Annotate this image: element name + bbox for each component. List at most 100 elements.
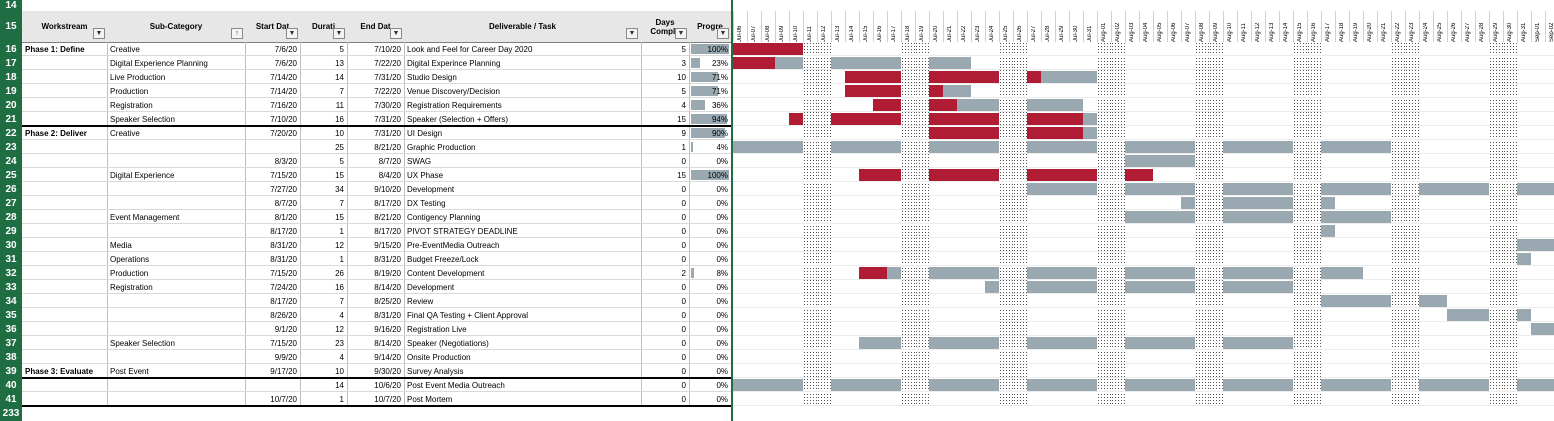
workstream-cell[interactable] xyxy=(22,70,107,84)
row-header[interactable]: 27 xyxy=(0,196,22,210)
days-complete-cell[interactable]: 1 xyxy=(681,142,686,152)
progress-cell[interactable]: 90% xyxy=(711,128,728,138)
progress-cell[interactable]: 71% xyxy=(711,72,728,82)
end-date-cell[interactable]: 7/22/20 xyxy=(374,86,401,96)
subcategory-cell[interactable]: Production xyxy=(110,86,149,96)
deliverable-cell[interactable]: Budget Freeze/Lock xyxy=(407,254,479,264)
subcategory-cell[interactable] xyxy=(107,378,245,392)
days-complete-cell[interactable]: 0 xyxy=(681,296,686,306)
col-header-workstream[interactable]: Workstream xyxy=(22,11,108,43)
days-complete-cell[interactable]: 0 xyxy=(681,240,686,250)
end-date-cell[interactable]: 9/15/20 xyxy=(374,240,401,250)
subcategory-cell[interactable]: Digital Experience Planning xyxy=(110,58,208,68)
start-date-cell[interactable]: 7/15/20 xyxy=(270,170,297,180)
progress-cell[interactable]: 0% xyxy=(716,338,728,348)
subcategory-cell[interactable]: Creative xyxy=(110,44,140,54)
days-complete-cell[interactable]: 0 xyxy=(681,338,686,348)
row-header[interactable]: 28 xyxy=(0,210,22,224)
duration-cell[interactable]: 14 xyxy=(335,380,344,390)
start-date-cell[interactable]: 7/20/20 xyxy=(270,128,297,138)
subcategory-cell[interactable]: Speaker Selection xyxy=(110,338,175,348)
duration-cell[interactable]: 7 xyxy=(339,296,344,306)
row-header[interactable]: 16 xyxy=(0,42,22,56)
col-header-subcategory[interactable]: Sub-Category xyxy=(107,11,246,43)
row-header[interactable]: 39 xyxy=(0,364,22,378)
start-date-cell[interactable]: 8/3/20 xyxy=(274,156,297,166)
days-complete-cell[interactable]: 0 xyxy=(681,198,686,208)
progress-cell[interactable]: 0% xyxy=(716,394,728,404)
workstream-cell[interactable] xyxy=(22,154,107,168)
progress-cell[interactable]: 23% xyxy=(711,58,728,68)
end-date-cell[interactable]: 7/31/20 xyxy=(374,128,401,138)
deliverable-cell[interactable]: Registration Requirements xyxy=(407,100,502,110)
deliverable-cell[interactable]: Graphic Production xyxy=(407,142,476,152)
progress-cell[interactable]: 0% xyxy=(716,198,728,208)
end-date-cell[interactable]: 9/14/20 xyxy=(374,352,401,362)
deliverable-cell[interactable]: Look and Feel for Career Day 2020 xyxy=(407,44,533,54)
workstream-cell[interactable] xyxy=(22,182,107,196)
days-complete-cell[interactable]: 0 xyxy=(681,380,686,390)
duration-cell[interactable]: 15 xyxy=(335,212,344,222)
duration-cell[interactable]: 15 xyxy=(335,170,344,180)
end-date-cell[interactable]: 7/31/20 xyxy=(374,72,401,82)
workstream-cell[interactable] xyxy=(22,210,107,224)
deliverable-cell[interactable]: Studio Design xyxy=(407,72,457,82)
end-date-cell[interactable]: 8/14/20 xyxy=(374,338,401,348)
progress-cell[interactable]: 0% xyxy=(716,254,728,264)
duration-cell[interactable]: 5 xyxy=(339,156,344,166)
duration-cell[interactable]: 16 xyxy=(335,282,344,292)
duration-cell[interactable]: 26 xyxy=(335,268,344,278)
duration-cell[interactable]: 25 xyxy=(335,142,344,152)
duration-cell[interactable]: 16 xyxy=(335,114,344,124)
days-complete-cell[interactable]: 0 xyxy=(681,366,686,376)
end-date-cell[interactable]: 8/25/20 xyxy=(374,296,401,306)
row-header[interactable]: 37 xyxy=(0,336,22,350)
workstream-cell[interactable] xyxy=(22,238,107,252)
subcategory-cell[interactable]: Live Production xyxy=(110,72,166,82)
filter-dropdown-icon[interactable]: ▼ xyxy=(390,28,402,39)
days-complete-cell[interactable]: 2 xyxy=(681,268,686,278)
deliverable-cell[interactable]: UX Phase xyxy=(407,170,444,180)
workstream-cell[interactable] xyxy=(22,308,107,322)
deliverable-cell[interactable]: Speaker (Selection + Offers) xyxy=(407,114,509,124)
deliverable-cell[interactable]: Content Development xyxy=(407,268,485,278)
subcategory-cell[interactable] xyxy=(107,392,245,406)
row-header[interactable]: 34 xyxy=(0,294,22,308)
end-date-cell[interactable]: 8/7/20 xyxy=(378,156,401,166)
row-header[interactable]: 18 xyxy=(0,70,22,84)
subcategory-cell[interactable] xyxy=(107,182,245,196)
progress-cell[interactable]: 0% xyxy=(716,296,728,306)
days-complete-cell[interactable]: 5 xyxy=(681,44,686,54)
workstream-cell[interactable] xyxy=(22,294,107,308)
sort-ascending-icon[interactable]: ↑ xyxy=(231,28,243,39)
days-complete-cell[interactable]: 15 xyxy=(677,170,686,180)
deliverable-cell[interactable]: Contigency Planning xyxy=(407,212,481,222)
row-header[interactable]: 40 xyxy=(0,378,22,392)
start-date-cell[interactable]: 9/9/20 xyxy=(274,352,297,362)
duration-cell[interactable]: 34 xyxy=(335,184,344,194)
duration-cell[interactable]: 11 xyxy=(335,100,344,110)
row-header[interactable]: 21 xyxy=(0,112,22,126)
progress-cell[interactable]: 94% xyxy=(711,114,728,124)
subcategory-cell[interactable]: Registration xyxy=(110,282,153,292)
subcategory-cell[interactable]: Creative xyxy=(110,128,140,138)
duration-cell[interactable]: 7 xyxy=(339,86,344,96)
start-date-cell[interactable]: 7/14/20 xyxy=(270,72,297,82)
end-date-cell[interactable]: 8/4/20 xyxy=(378,170,401,180)
row-header-233[interactable]: 233 xyxy=(0,405,22,421)
workstream-cell[interactable] xyxy=(22,252,107,266)
row-header[interactable]: 38 xyxy=(0,350,22,364)
start-date-cell[interactable]: 8/1/20 xyxy=(274,212,297,222)
row-header[interactable]: 33 xyxy=(0,280,22,294)
progress-cell[interactable]: 36% xyxy=(711,100,728,110)
duration-cell[interactable]: 12 xyxy=(335,324,344,334)
days-complete-cell[interactable]: 0 xyxy=(681,352,686,362)
progress-cell[interactable]: 0% xyxy=(716,352,728,362)
workstream-cell[interactable]: Phase 2: Deliver xyxy=(25,128,87,138)
progress-cell[interactable]: 0% xyxy=(716,310,728,320)
start-date-cell[interactable]: 7/15/20 xyxy=(270,338,297,348)
duration-cell[interactable]: 1 xyxy=(339,254,344,264)
deliverable-cell[interactable]: Post Event Media Outreach xyxy=(407,380,505,390)
row-header[interactable]: 36 xyxy=(0,322,22,336)
row-header-14[interactable]: 14 xyxy=(0,0,22,11)
